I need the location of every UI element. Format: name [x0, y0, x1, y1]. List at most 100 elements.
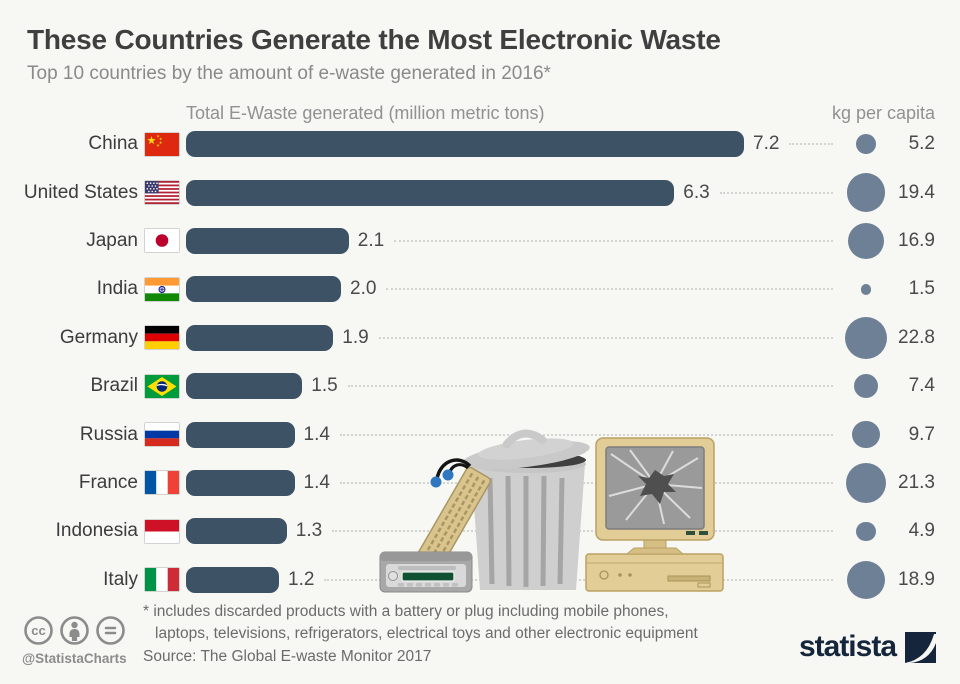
leader-line	[332, 530, 833, 533]
bubbles-axis-label: kg per capita	[831, 103, 935, 123]
table-row: Germany 1.9 22.8	[0, 314, 935, 362]
per-capita-value: 21.3	[898, 471, 935, 493]
ewaste-bar	[186, 324, 334, 351]
country-label: China	[88, 133, 138, 155]
table-row: Brazil 1.5 7.4	[0, 362, 935, 410]
united-states-flag-icon	[145, 181, 179, 205]
indonesia-flag-icon	[145, 519, 179, 543]
table-row: France 1.4 21.3	[0, 459, 935, 507]
leader-line	[339, 433, 833, 436]
per-capita-bubble	[856, 521, 876, 542]
leader-line	[339, 481, 833, 484]
per-capita-value: 16.9	[898, 229, 935, 251]
bars-axis-label: Total E-Waste generated (million metric …	[186, 103, 545, 123]
per-capita-value: 18.9	[898, 568, 935, 590]
per-capita-value: 19.4	[898, 181, 935, 203]
page-subtitle: Top 10 countries by the amount of e-wast…	[27, 63, 551, 84]
per-capita-bubble	[846, 560, 886, 599]
ewaste-value: 1.4	[303, 471, 330, 493]
ewaste-bar	[186, 179, 675, 206]
ewaste-value: 2.1	[357, 229, 385, 251]
per-capita-value: 5.2	[908, 133, 935, 155]
leader-line	[394, 239, 833, 242]
russia-flag-icon	[145, 423, 179, 447]
source-label: Source: The Global E-waste Monitor 2017	[143, 648, 432, 665]
country-label: India	[96, 278, 138, 300]
leader-line	[378, 336, 833, 339]
per-capita-value: 1.5	[908, 278, 935, 300]
statista-logo: statista	[799, 630, 936, 664]
table-row: United States 6.3 19.4	[0, 168, 935, 216]
ewaste-bar	[186, 131, 744, 158]
statista-charts-credit: @StatistaCharts	[22, 651, 127, 666]
germany-flag-icon	[145, 326, 179, 350]
france-flag-icon	[145, 471, 179, 495]
table-row: India 2.0 1.5	[0, 265, 935, 313]
country-label: Brazil	[90, 375, 138, 397]
leader-line	[386, 288, 833, 291]
footnote: * includes discarded products with a bat…	[143, 601, 698, 645]
per-capita-bubble	[845, 462, 887, 504]
statista-logo-text: statista	[798, 630, 897, 663]
table-row: Japan 2.1 16.9	[0, 217, 935, 265]
country-label: United States	[23, 181, 138, 203]
footnote-line1: * includes discarded products with a bat…	[143, 603, 669, 620]
country-label: Japan	[86, 229, 138, 251]
e-waste-illustration	[379, 429, 724, 593]
per-capita-value: 9.7	[908, 423, 935, 445]
cc-license-badges: cc	[23, 615, 126, 646]
leader-line	[347, 385, 833, 388]
china-flag-icon	[145, 132, 179, 156]
ewaste-value: 1.3	[295, 520, 323, 542]
ewaste-bar	[186, 566, 279, 593]
country-label: Germany	[59, 326, 138, 348]
footnote-line2: laptops, televisions, refrigerators, ele…	[155, 625, 698, 642]
country-label: Russia	[79, 423, 138, 445]
ewaste-bar	[186, 276, 341, 303]
brazil-flag-icon	[145, 374, 179, 398]
per-capita-bubble	[844, 316, 887, 359]
table-row: Italy 1.2 18.9	[0, 556, 935, 604]
country-label: Italy	[103, 568, 138, 590]
leader-line	[719, 191, 833, 194]
italy-flag-icon	[145, 568, 179, 592]
per-capita-bubble	[855, 134, 877, 155]
ewaste-value: 1.4	[303, 423, 330, 445]
per-capita-bubble	[846, 173, 886, 212]
svg-text:cc: cc	[31, 623, 45, 638]
leader-line	[789, 143, 833, 146]
ewaste-value: 7.2	[753, 133, 780, 155]
cc-by-person-icon	[60, 616, 89, 645]
country-label: Indonesia	[55, 520, 138, 542]
japan-flag-icon	[145, 229, 179, 253]
ewaste-bar	[186, 518, 287, 545]
table-row: Indonesia 1.3 4.9	[0, 507, 935, 555]
country-label: France	[78, 471, 138, 493]
table-row: Russia 1.4 9.7	[0, 410, 935, 458]
statista-logo-glyph	[905, 631, 936, 663]
keyboard-icon	[413, 466, 491, 576]
per-capita-value: 22.8	[898, 326, 935, 348]
ewaste-value: 1.2	[288, 568, 315, 590]
ewaste-value: 1.9	[342, 326, 369, 348]
ewaste-bar	[186, 227, 349, 254]
per-capita-bubble	[847, 222, 885, 260]
per-capita-bubble	[852, 420, 880, 449]
ewaste-value: 6.3	[683, 181, 710, 203]
page-title: These Countries Generate the Most Electr…	[27, 24, 721, 55]
leader-line	[324, 578, 833, 581]
per-capita-bubble	[854, 374, 878, 399]
trash-can-icon	[462, 429, 590, 590]
ewaste-value: 2.0	[350, 278, 377, 300]
dvd-player-icon	[379, 551, 473, 593]
ewaste-bar	[186, 469, 295, 496]
cc-nd-equals-icon	[96, 616, 125, 645]
per-capita-value: 7.4	[908, 375, 935, 397]
ewaste-bar	[186, 421, 295, 448]
india-flag-icon	[145, 277, 179, 301]
chart-rows: China 7.2 5.2 United States 6.3 19.4 Jap…	[0, 120, 935, 604]
earbuds-icon	[430, 458, 472, 488]
ewaste-bar	[186, 373, 303, 400]
table-row: China 7.2 5.2	[0, 120, 935, 168]
